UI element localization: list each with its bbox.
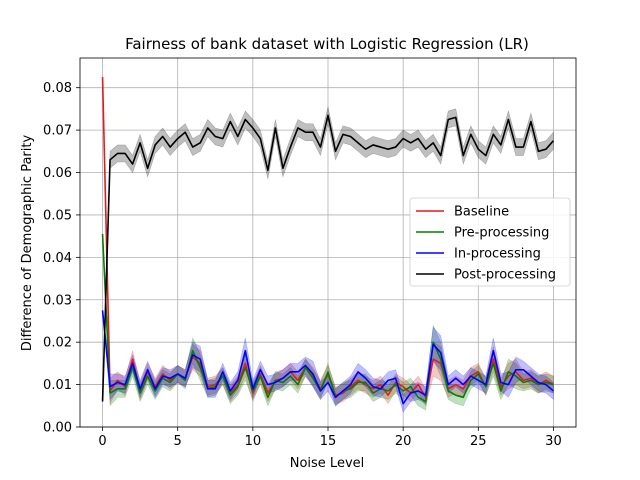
in-processing-line	[101, 310, 554, 405]
x-axis-label: Noise Level	[290, 456, 365, 471]
legend-box	[409, 197, 571, 287]
y-tick-label: 0.06	[43, 166, 72, 181]
legend-label: In-processing	[454, 247, 541, 262]
y-tick-label: 0.08	[43, 81, 72, 96]
x-tick-label: 30	[545, 434, 562, 449]
y-tick-label: 0.05	[43, 208, 72, 223]
post-processing-band	[102, 106, 554, 402]
x-tick-label: 0	[98, 434, 106, 449]
post-processing-line	[101, 114, 555, 402]
x-axis-ticks: 0 5 10 15 20 25 30	[98, 427, 562, 449]
chart-title: Fairness of bank dataset with Logistic R…	[125, 35, 529, 53]
x-tick-label: 15	[320, 434, 337, 449]
y-tick-label: 0.04	[43, 251, 72, 266]
y-tick-label: 0.02	[43, 336, 72, 351]
legend-label: Baseline	[454, 205, 509, 220]
y-tick-label: 0.03	[43, 293, 72, 308]
y-axis-ticks: 0.00 0.01 0.02 0.03 0.04 0.05 0.06 0.07 0.08	[43, 81, 80, 436]
y-tick-label: 0.00	[43, 421, 72, 436]
y-tick-label: 0.07	[43, 124, 72, 139]
x-tick-label: 20	[395, 434, 412, 449]
legend: Baseline Pre-processing In-processing Post-…	[409, 197, 571, 287]
y-axis-label: Difference of Demographic Parity	[20, 135, 35, 352]
x-tick-label: 25	[470, 434, 487, 449]
x-tick-label: 5	[174, 434, 182, 449]
legend-label: Post-processing	[454, 268, 556, 283]
y-tick-label: 0.01	[43, 378, 72, 393]
legend-label: Pre-processing	[454, 226, 549, 241]
x-tick-label: 10	[245, 434, 262, 449]
series-lines	[101, 77, 555, 405]
